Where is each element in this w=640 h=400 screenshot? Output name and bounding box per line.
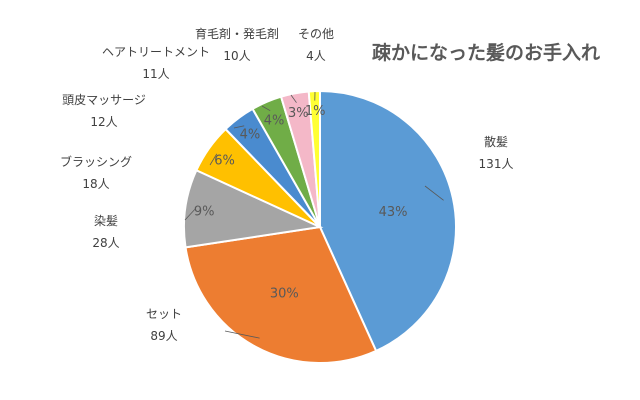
value-label-3: 18人 [82,177,109,191]
value-label-4: 12人 [90,115,117,129]
leader-line-4 [233,125,245,129]
percent-label-3: 6% [214,153,235,168]
pie-slice-2 [183,168,324,249]
percent-label-6: 3% [288,106,309,121]
category-label-5: ヘアトリートメント [102,45,210,59]
leader-line-2 [184,209,196,221]
percent-label-5: 4% [264,114,285,129]
percent-label-0: 43% [379,205,408,220]
category-label-4: 頭皮マッサージ [62,93,146,107]
percent-label-1: 30% [270,287,299,302]
value-label-6: 10人 [223,49,250,63]
value-label-5: 11人 [142,67,169,81]
pie-slice-1 [184,225,378,365]
value-label-1: 89人 [150,329,177,343]
leader-line-1 [224,330,260,339]
percent-label-4: 4% [240,127,261,142]
value-label-7: 4人 [306,49,326,63]
leader-line-5 [261,105,271,112]
category-label-7: その他 [298,27,334,41]
value-label-2: 28人 [92,236,119,250]
category-label-0: 散髪 [484,134,508,149]
chart-title: 疎かになった髪のお手入れ [372,42,601,64]
pie-slice-0 [319,89,457,353]
value-label-0: 131人 [479,157,514,171]
category-label-2: 染髪 [94,213,118,228]
leader-line-3 [209,153,218,166]
percent-label-7: 1% [305,104,326,119]
percent-label-2: 9% [194,205,215,220]
leader-line-6 [290,94,297,103]
category-label-3: ブラッシング [60,154,132,169]
category-label-6: 育毛剤・発毛剤 [195,26,279,41]
pie-slice-7 [307,89,321,228]
leader-line-0 [424,185,444,201]
category-label-1: セット [146,307,182,321]
